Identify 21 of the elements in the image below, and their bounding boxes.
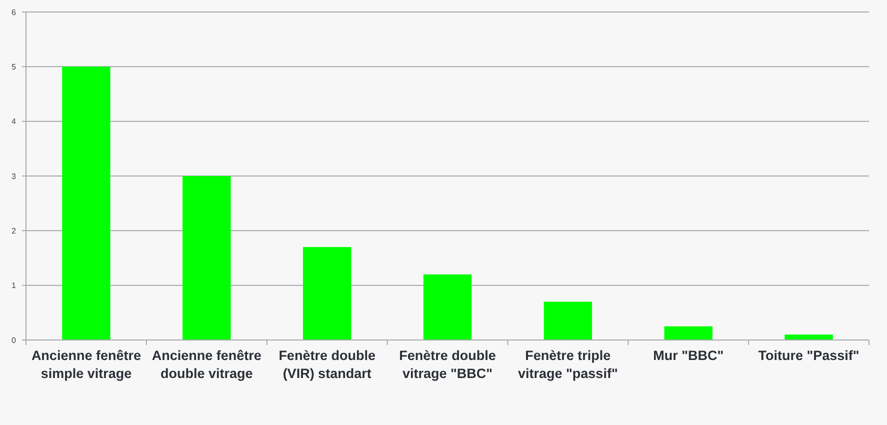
y-tick-label: 1	[12, 281, 17, 290]
x-tick-label: Mur "BBC"	[653, 348, 724, 363]
y-tick-label: 3	[12, 172, 17, 181]
x-tick-label: Fenètre double (VIR) standart	[278, 348, 376, 381]
bar	[62, 66, 110, 340]
y-tick-label: 2	[12, 226, 17, 236]
y-tick-label: 4	[12, 117, 17, 126]
bar	[664, 326, 712, 340]
x-tick-label: Ancienne fenêtre double vitrage	[152, 348, 262, 381]
bar	[182, 176, 231, 340]
y-tick-label: 5	[12, 62, 17, 72]
x-tick-label: Ancienne fenêtre simple vitrage	[31, 348, 142, 381]
bar	[784, 334, 833, 340]
bar	[544, 302, 592, 340]
x-tick-label: Toiture "Passif"	[758, 348, 860, 363]
bar	[423, 274, 472, 340]
x-tick-label: Fenètre double vitrage "BBC"	[399, 348, 496, 381]
bar	[302, 247, 352, 340]
y-tick-label: 6	[12, 8, 17, 17]
y-tick-label: 0	[12, 336, 17, 345]
x-tick-label: Fenètre triple vitrage "passif"	[518, 348, 618, 381]
